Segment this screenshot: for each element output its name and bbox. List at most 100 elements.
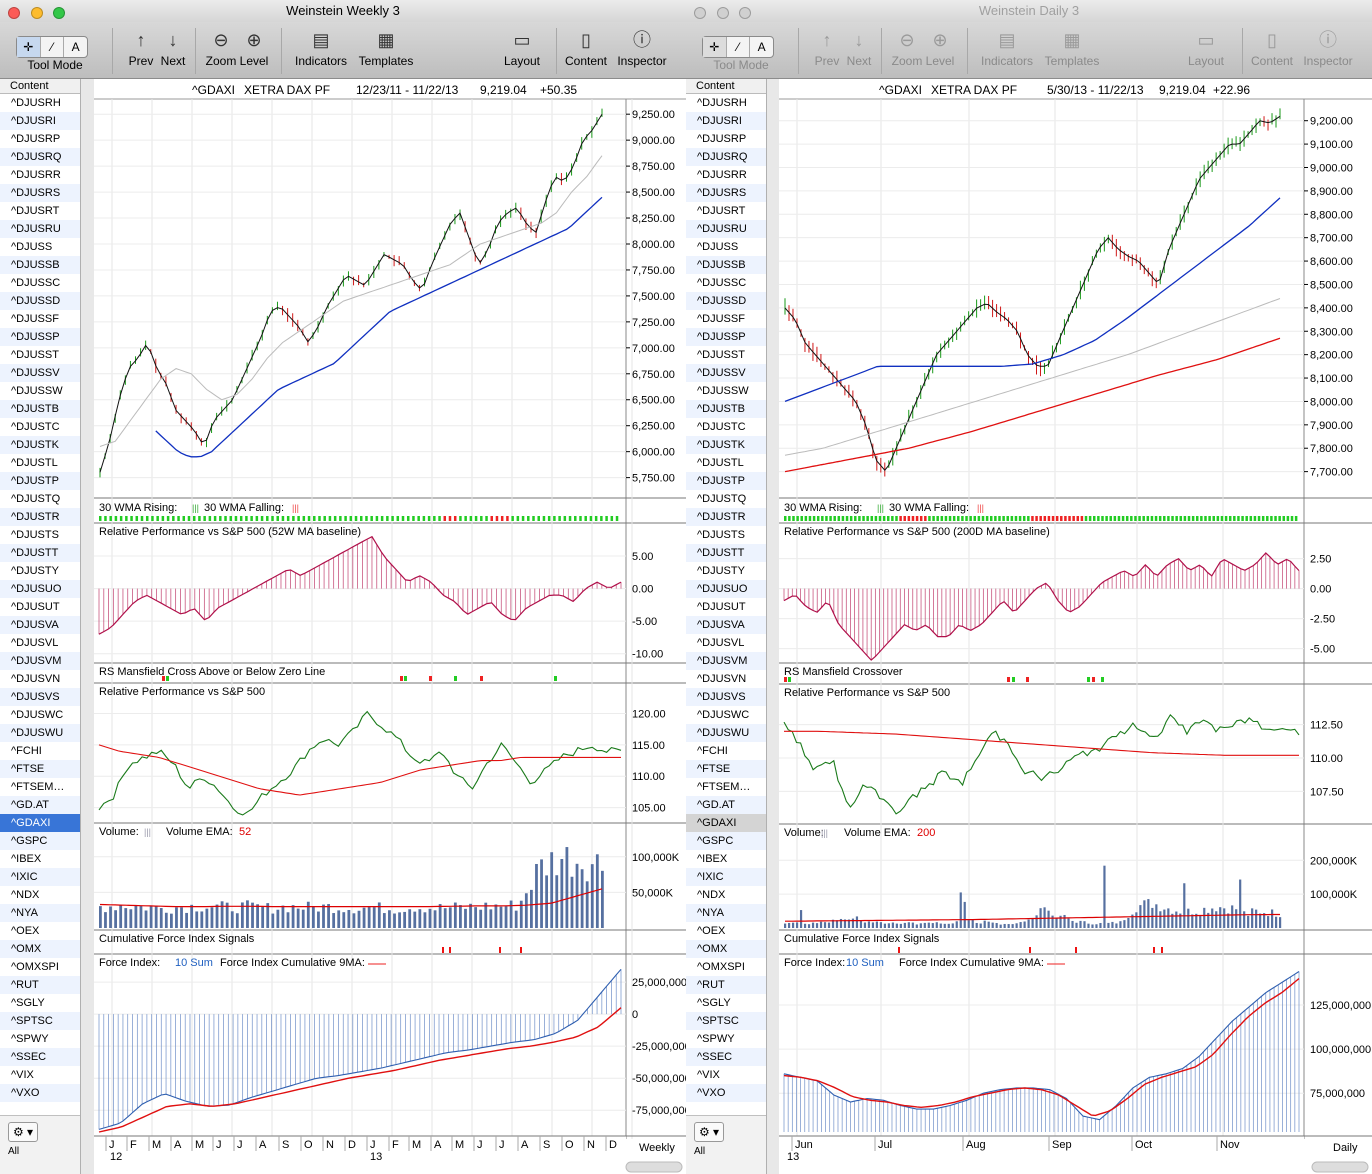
symbol-list-item[interactable]: ^FCHI <box>11 745 42 757</box>
text-tool-icon[interactable]: A <box>71 40 80 54</box>
symbol-list-item[interactable]: ^GDAXI <box>686 814 766 832</box>
zoom-out-button[interactable]: ⊖ Zoom <box>890 26 924 68</box>
symbol-list-item[interactable]: ^VIX <box>11 1069 34 1081</box>
symbol-list-item[interactable]: ^DJUSRT <box>697 205 746 217</box>
symbol-list-item[interactable]: ^DJUSTQ <box>11 493 61 505</box>
text-tool-icon[interactable]: A <box>757 40 766 54</box>
symbol-list-item[interactable]: ^DJUSVS <box>0 688 80 706</box>
symbol-list-item[interactable]: ^OMX <box>686 940 766 958</box>
minimize-icon[interactable] <box>716 7 729 19</box>
zoom-in-button[interactable]: ⊕ Level <box>238 26 270 68</box>
gear-icon[interactable]: ⚙ ▾ <box>694 1122 724 1142</box>
symbol-list-item[interactable]: ^DJUSRQ <box>0 148 80 166</box>
symbol-list-item[interactable]: ^IBEX <box>697 853 728 865</box>
symbol-list-item[interactable]: ^DJUSUT <box>11 601 60 613</box>
symbol-list-item[interactable]: ^DJUSRS <box>0 184 80 202</box>
symbol-list-item[interactable]: ^DJUSUT <box>697 601 746 613</box>
symbol-list-item[interactable]: ^DJUSRH <box>11 97 61 109</box>
symbol-list-item[interactable]: ^DJUSTK <box>0 436 80 454</box>
symbol-list-item[interactable]: ^DJUSVA <box>686 616 766 634</box>
symbol-list-item[interactable]: ^DJUSRT <box>11 205 60 217</box>
symbol-list-item[interactable]: ^FCHI <box>697 745 728 757</box>
symbol-list-item[interactable]: ^DJUSRR <box>697 169 747 181</box>
symbol-list-item[interactable]: ^DJUSTY <box>697 565 745 577</box>
symbol-list-item[interactable]: ^DJUSVN <box>697 673 747 685</box>
chart-area[interactable]: ^GDAXI XETRA DAX PF 5/30/13 - 11/22/13 9,21… <box>779 79 1372 1174</box>
symbol-list-item[interactable]: ^FTSE <box>686 760 766 778</box>
symbol-list-item[interactable]: ^DJUSTC <box>11 421 60 433</box>
symbol-list-item[interactable]: ^DJUSTB <box>686 400 766 418</box>
prev-button[interactable]: ↑ Prev <box>812 26 842 68</box>
symbol-list-item[interactable]: ^DJUSST <box>697 349 745 361</box>
sidebar-header[interactable]: Content <box>686 79 766 94</box>
daily-chart[interactable]: ^GDAXI XETRA DAX PF 5/30/13 - 11/22/13 9,21… <box>779 79 1372 1174</box>
symbol-list-item[interactable]: ^FTSE <box>0 760 80 778</box>
symbol-list-item[interactable]: ^DJUSRP <box>697 133 747 145</box>
symbol-list-item[interactable]: ^SPTSC <box>686 1012 766 1030</box>
symbol-list-item[interactable]: ^DJUSTC <box>697 421 746 433</box>
symbol-list-item[interactable]: ^VIX <box>697 1069 720 1081</box>
symbol-list-item[interactable]: ^DJUSVS <box>686 688 766 706</box>
symbol-list-item[interactable]: ^DJUSTQ <box>697 493 747 505</box>
symbol-list-item[interactable]: ^FTSEM… <box>697 781 751 793</box>
symbol-list-item[interactable]: ^DJUSVN <box>11 673 61 685</box>
symbol-list-item[interactable]: ^OEX <box>697 925 726 937</box>
symbol-list-item[interactable]: ^DJUSRI <box>686 112 766 130</box>
symbol-list-item[interactable]: ^DJUSVM <box>686 652 766 670</box>
symbol-list-item[interactable]: ^DJUSTR <box>0 508 80 526</box>
zoom-icon[interactable] <box>739 7 752 19</box>
symbol-list-item[interactable]: ^VXO <box>686 1084 766 1102</box>
symbol-list-item[interactable]: ^SGLY <box>697 997 731 1009</box>
symbol-list-item[interactable]: ^DJUSTY <box>11 565 59 577</box>
tool-mode-control[interactable]: ✛ ⁄ A <box>16 36 88 58</box>
symbol-list-item[interactable]: ^DJUSUO <box>686 580 766 598</box>
symbol-list-item[interactable]: ^DJUSSP <box>0 328 80 346</box>
symbol-list-item[interactable]: ^DJUSWC <box>11 709 64 721</box>
symbol-list-item[interactable]: ^DJUSSV <box>0 364 80 382</box>
symbol-list-item[interactable]: ^SGLY <box>11 997 45 1009</box>
layout-button[interactable]: ▭ Layout <box>500 26 544 68</box>
content-button[interactable]: ▯ Content <box>1248 26 1296 68</box>
symbol-list-item[interactable]: ^NYA <box>686 904 766 922</box>
window-titlebar[interactable]: Weinstein Weekly 3 <box>0 0 686 22</box>
symbol-list-item[interactable]: ^FTSEM… <box>11 781 65 793</box>
symbol-list-item[interactable]: ^DJUSSD <box>0 292 80 310</box>
inspector-button[interactable]: ⓘ Inspector <box>614 26 670 68</box>
symbol-list-item[interactable]: ^DJUSRU <box>686 220 766 238</box>
symbol-list-item[interactable]: ^OEX <box>11 925 40 937</box>
symbol-list-item[interactable]: ^DJUSSB <box>686 256 766 274</box>
symbol-list-item[interactable]: ^DJUSWU <box>686 724 766 742</box>
symbol-list-item[interactable]: ^DJUSTT <box>686 544 766 562</box>
symbol-list-item[interactable]: ^IXIC <box>686 868 766 886</box>
line-tool-icon[interactable]: ⁄ <box>41 37 65 57</box>
symbol-list-item[interactable]: ^DJUSSP <box>686 328 766 346</box>
symbol-list-item[interactable]: ^DJUSSF <box>697 313 745 325</box>
symbol-list-item[interactable]: ^DJUSTP <box>686 472 766 490</box>
symbol-list-item[interactable]: ^DJUSTS <box>11 529 59 541</box>
symbol-list-item[interactable]: ^DJUSRI <box>0 112 80 130</box>
symbol-list-item[interactable]: ^DJUSS <box>697 241 739 253</box>
crosshair-icon[interactable]: ✛ <box>17 37 41 57</box>
symbol-list-item[interactable]: ^RUT <box>686 976 766 994</box>
chart-area[interactable]: ^GDAXI XETRA DAX PF 12/23/11 - 11/22/13 9,2… <box>94 79 686 1174</box>
next-button[interactable]: ↓ Next <box>844 26 874 68</box>
zoom-out-button[interactable]: ⊖ Zoom <box>204 26 238 68</box>
symbol-list-item[interactable]: ^DJUSSW <box>697 385 749 397</box>
symbol-list-item[interactable]: ^DJUSTL <box>11 457 58 469</box>
symbol-list-item[interactable]: ^DJUSSF <box>11 313 59 325</box>
symbol-list-item[interactable]: ^DJUSTT <box>0 544 80 562</box>
gear-icon[interactable]: ⚙ ▾ <box>8 1122 38 1142</box>
symbol-list-item[interactable]: ^DJUSWC <box>697 709 750 721</box>
symbol-list-item[interactable]: ^NDX <box>697 889 726 901</box>
templates-button[interactable]: ▦ Templates <box>354 26 418 68</box>
symbol-list-item[interactable]: ^DJUSTK <box>686 436 766 454</box>
symbol-list-item[interactable]: ^DJUSVA <box>0 616 80 634</box>
minimize-icon[interactable] <box>30 7 43 19</box>
symbol-list-item[interactable]: ^VXO <box>0 1084 80 1102</box>
symbol-list-item[interactable]: ^DJUSS <box>11 241 53 253</box>
symbol-list-item[interactable]: ^IXIC <box>0 868 80 886</box>
symbol-list-item[interactable]: ^SPTSC <box>0 1012 80 1030</box>
symbol-list-item[interactable]: ^DJUSRQ <box>686 148 766 166</box>
inspector-button[interactable]: ⓘ Inspector <box>1300 26 1356 68</box>
symbol-list-item[interactable]: ^NDX <box>11 889 40 901</box>
